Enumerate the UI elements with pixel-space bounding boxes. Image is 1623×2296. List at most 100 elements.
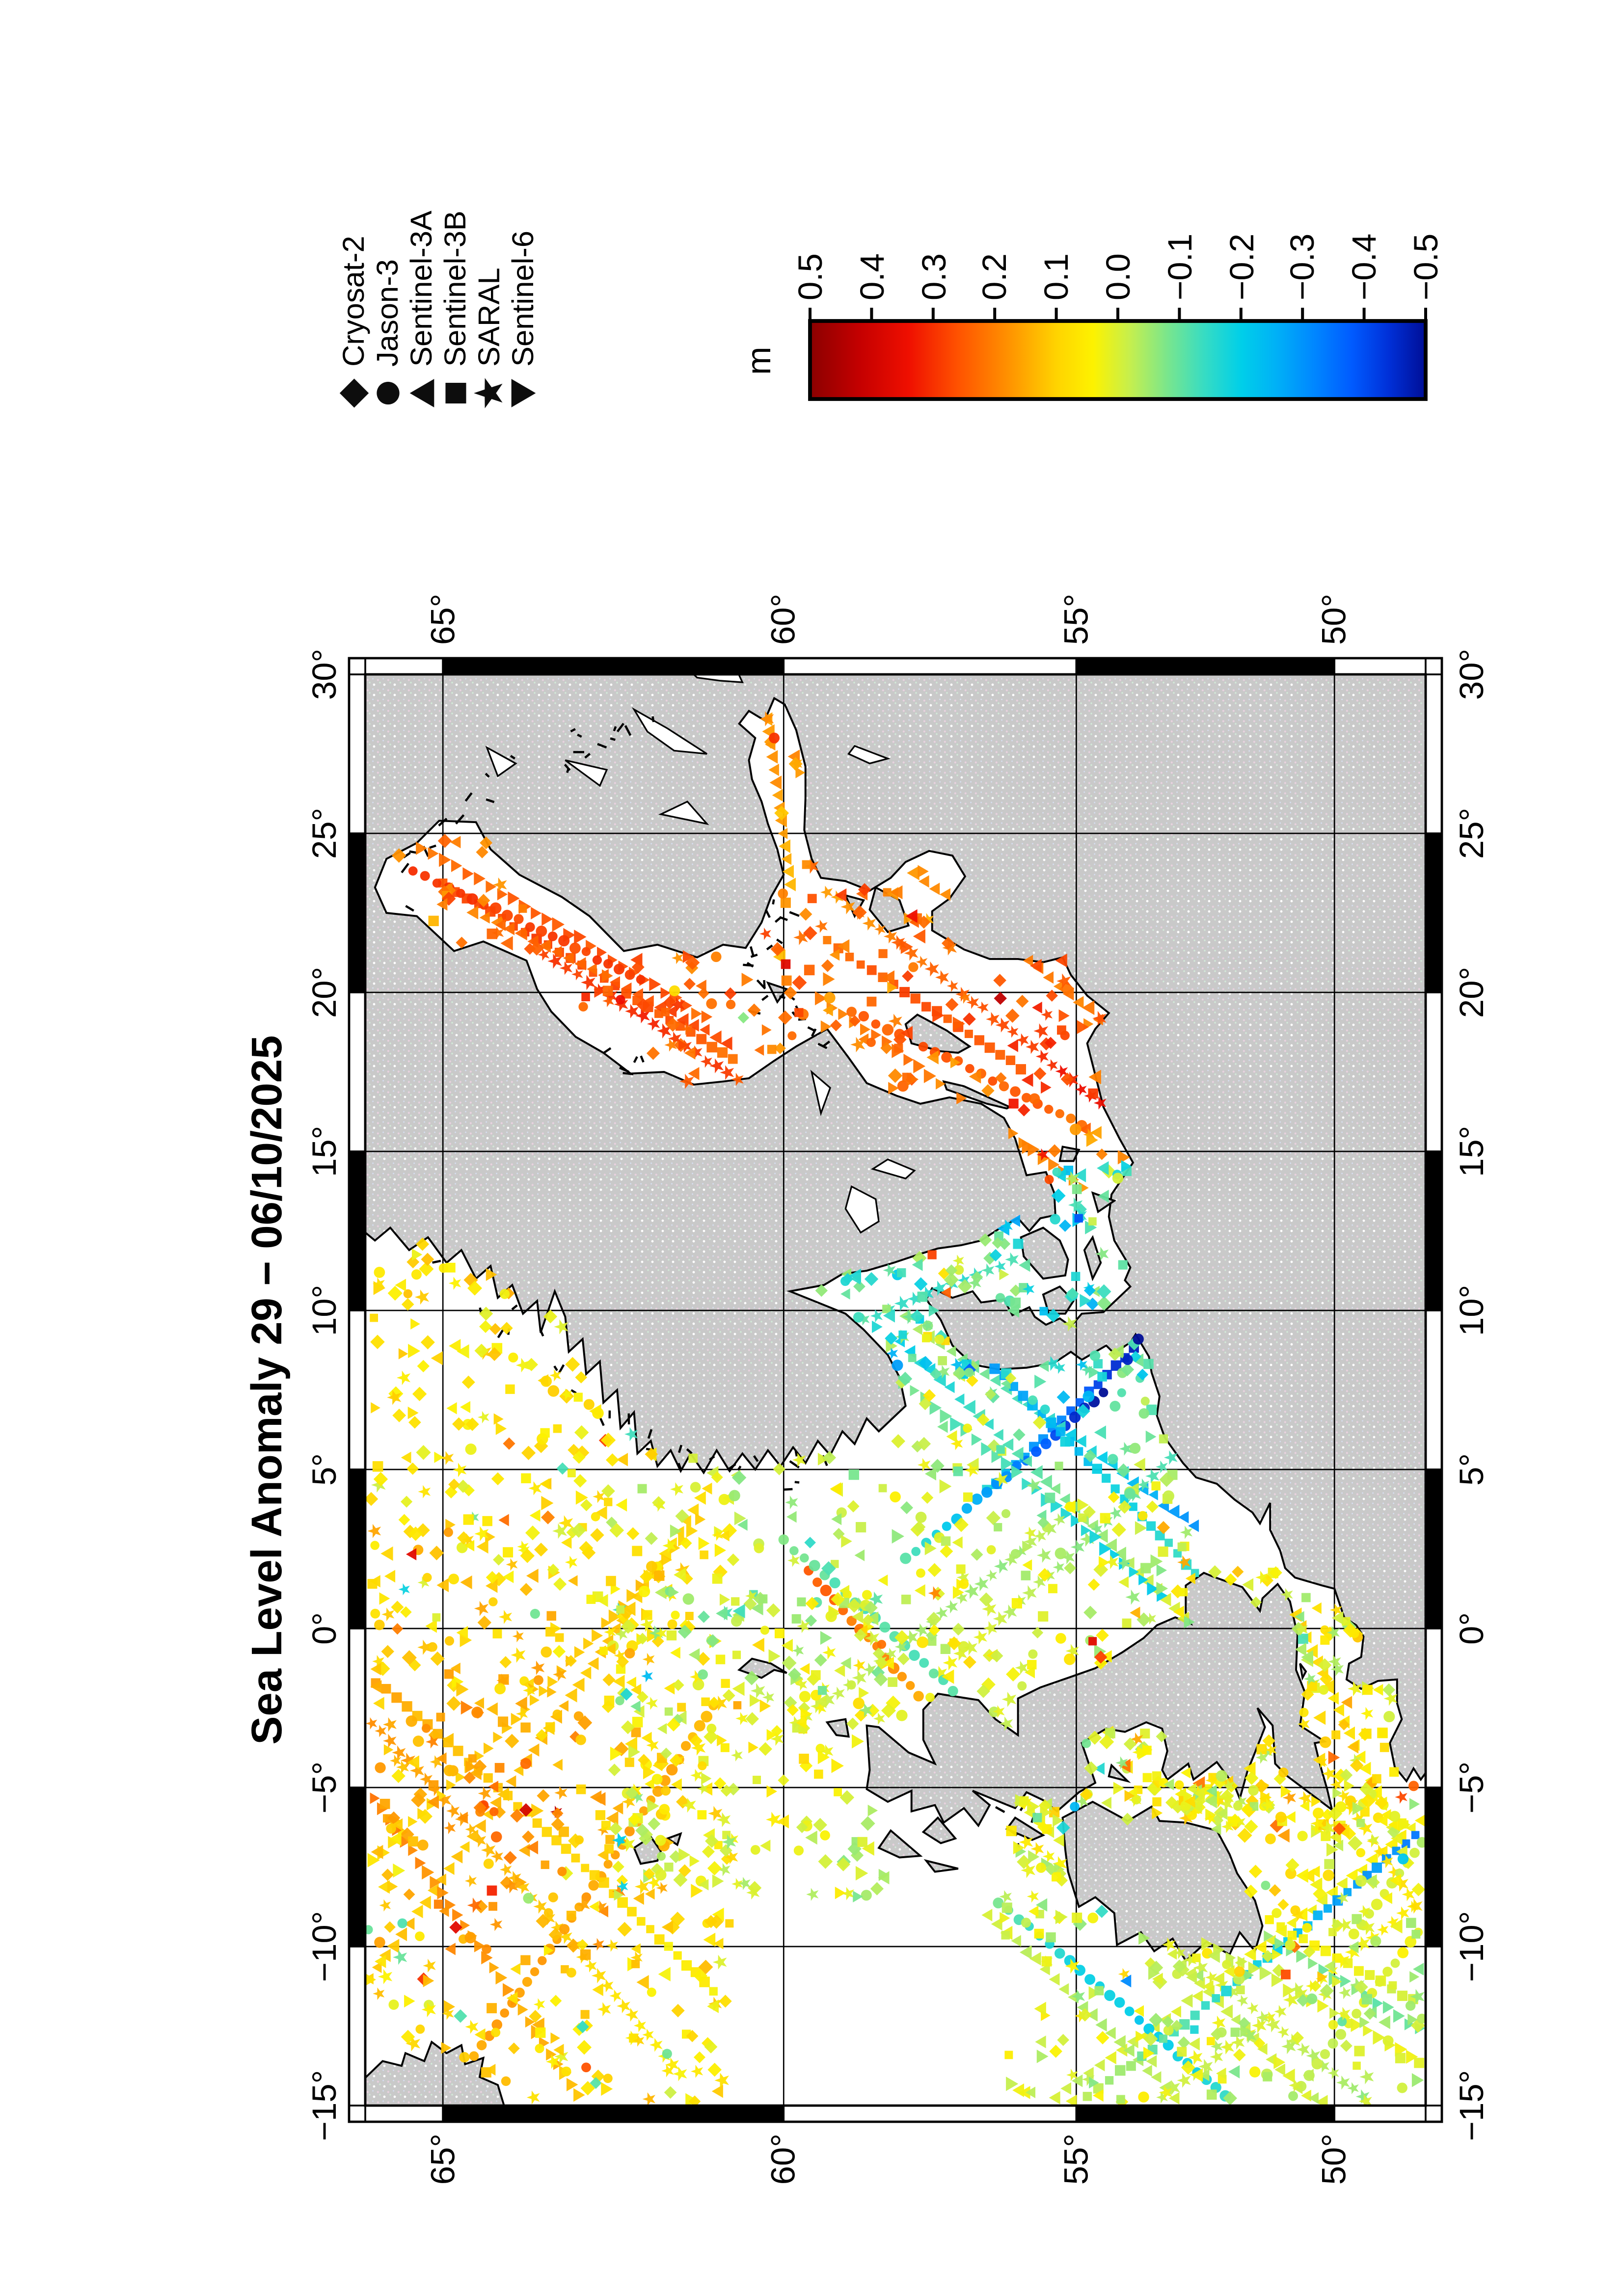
data-point-s3a: [460, 1401, 471, 1414]
data-point-cryosat: [456, 936, 468, 949]
data-point-s6: [1328, 1751, 1340, 1764]
data-point-saral: [865, 1630, 880, 1646]
data-point-jason: [916, 1568, 925, 1578]
data-point-saral: [371, 1477, 386, 1493]
data-point-cryosat: [553, 1577, 567, 1591]
data-point-s3a: [719, 1530, 730, 1542]
data-point-s3a: [1186, 1783, 1196, 1794]
data-point-s6: [940, 1409, 952, 1423]
islet-mark: [577, 733, 582, 738]
data-point-cryosat: [839, 1790, 855, 1805]
colorbar-tick-label: 0.1: [1037, 253, 1076, 300]
data-point-cryosat: [1340, 1768, 1353, 1782]
data-point-s6: [410, 1318, 420, 1330]
data-point-jason: [573, 1711, 584, 1721]
data-point-s6: [734, 1511, 746, 1525]
data-point-jason: [603, 959, 613, 969]
data-point-jason: [388, 1999, 399, 2010]
data-point-saral: [670, 1482, 683, 1496]
data-point-saral: [528, 1481, 542, 1495]
data-point-jason: [1028, 1649, 1038, 1659]
data-point-cryosat: [1327, 1806, 1343, 1821]
map-layers: [365, 674, 1426, 2106]
data-point-saral: [552, 1667, 567, 1682]
data-point-s3b: [505, 1384, 515, 1394]
data-point-cryosat: [477, 1615, 491, 1630]
data-point-cryosat: [400, 1606, 412, 1618]
data-point-s3a: [858, 1625, 867, 1636]
data-point-cryosat: [847, 1500, 860, 1513]
data-point-s6: [1404, 2018, 1415, 2030]
data-point-cryosat: [477, 894, 490, 908]
data-point-jason: [964, 1367, 974, 1377]
data-point-s3a: [1028, 1905, 1039, 1918]
data-point-cryosat: [556, 1462, 569, 1475]
data-point-cryosat: [805, 1597, 819, 1610]
data-point-jason: [1055, 1109, 1064, 1119]
data-point-cryosat: [412, 1387, 427, 1401]
data-point-s6: [383, 1744, 394, 1756]
data-point-saral: [526, 2090, 540, 2105]
data-point-saral: [558, 1929, 572, 1944]
islet-mark: [811, 1028, 817, 1037]
data-point-cryosat: [708, 1696, 720, 1709]
data-point-jason: [624, 969, 635, 980]
data-point-s6: [712, 1874, 724, 1888]
data-point-saral: [894, 1640, 907, 1654]
data-point-cryosat: [870, 1882, 884, 1896]
data-point-s6: [365, 1973, 376, 1987]
data-point-cryosat: [831, 1592, 845, 1606]
data-point-cryosat: [923, 1389, 936, 1402]
data-point-saral: [832, 1686, 845, 1701]
data-point-saral: [443, 1821, 456, 1835]
data-point-jason: [1124, 1488, 1136, 1499]
data-point-s6: [370, 1792, 380, 1804]
data-point-jason: [541, 1646, 552, 1658]
data-point-s3b: [1324, 1859, 1334, 1869]
data-point-cryosat: [406, 1462, 419, 1475]
data-point-s3a: [799, 1663, 810, 1675]
data-point-s6: [1332, 1976, 1342, 1988]
data-point-cryosat: [480, 836, 493, 850]
data-point-jason: [1069, 1123, 1082, 1135]
data-point-s3a: [883, 1656, 894, 1670]
data-point-jason: [671, 1610, 680, 1620]
data-point-saral: [1264, 2011, 1276, 2024]
legend-label-sentinel-3b: Sentinel-3B: [439, 211, 473, 367]
land-polygon: [1299, 1663, 1307, 1681]
axis-label-lon-top: −15°: [305, 2070, 343, 2141]
data-point-saral: [814, 919, 828, 933]
data-point-s6: [1022, 1139, 1034, 1154]
data-point-s3a: [427, 1884, 439, 1897]
data-point-saral: [717, 1863, 730, 1876]
data-point-saral: [1055, 1065, 1068, 1078]
islet-mark: [432, 1259, 441, 1264]
data-point-s3b: [604, 1844, 614, 1854]
data-point-s6: [452, 1908, 463, 1922]
data-point-s6: [508, 891, 520, 906]
data-point-s3a: [457, 1812, 468, 1824]
axis-label-lon-bottom: 25°: [1452, 807, 1490, 859]
data-point-saral: [446, 1804, 460, 1818]
data-point-s3b: [1046, 1417, 1056, 1428]
data-point-s6: [547, 1676, 558, 1688]
data-point-cryosat: [1005, 1009, 1020, 1023]
data-point-s3a: [443, 1862, 455, 1875]
data-point-s3b: [901, 1595, 911, 1604]
data-point-jason: [928, 1668, 939, 1679]
data-point-s3a: [1414, 1814, 1426, 1827]
data-point-jason: [906, 1681, 915, 1690]
data-point-s6: [1264, 1930, 1274, 1942]
data-point-s3a: [624, 1736, 638, 1751]
data-point-jason: [993, 1897, 1004, 1909]
data-point-s6: [456, 1682, 469, 1697]
data-point-jason: [583, 1399, 595, 1410]
data-point-saral: [1282, 1790, 1296, 1805]
data-point-s3b: [878, 949, 888, 959]
data-point-jason: [651, 1774, 663, 1785]
data-point-jason: [566, 1968, 576, 1978]
data-point-s3a: [1105, 2051, 1116, 2064]
islet-mark: [678, 1444, 683, 1453]
data-point-jason: [666, 1764, 678, 1776]
data-point-s3a: [815, 1695, 827, 1709]
